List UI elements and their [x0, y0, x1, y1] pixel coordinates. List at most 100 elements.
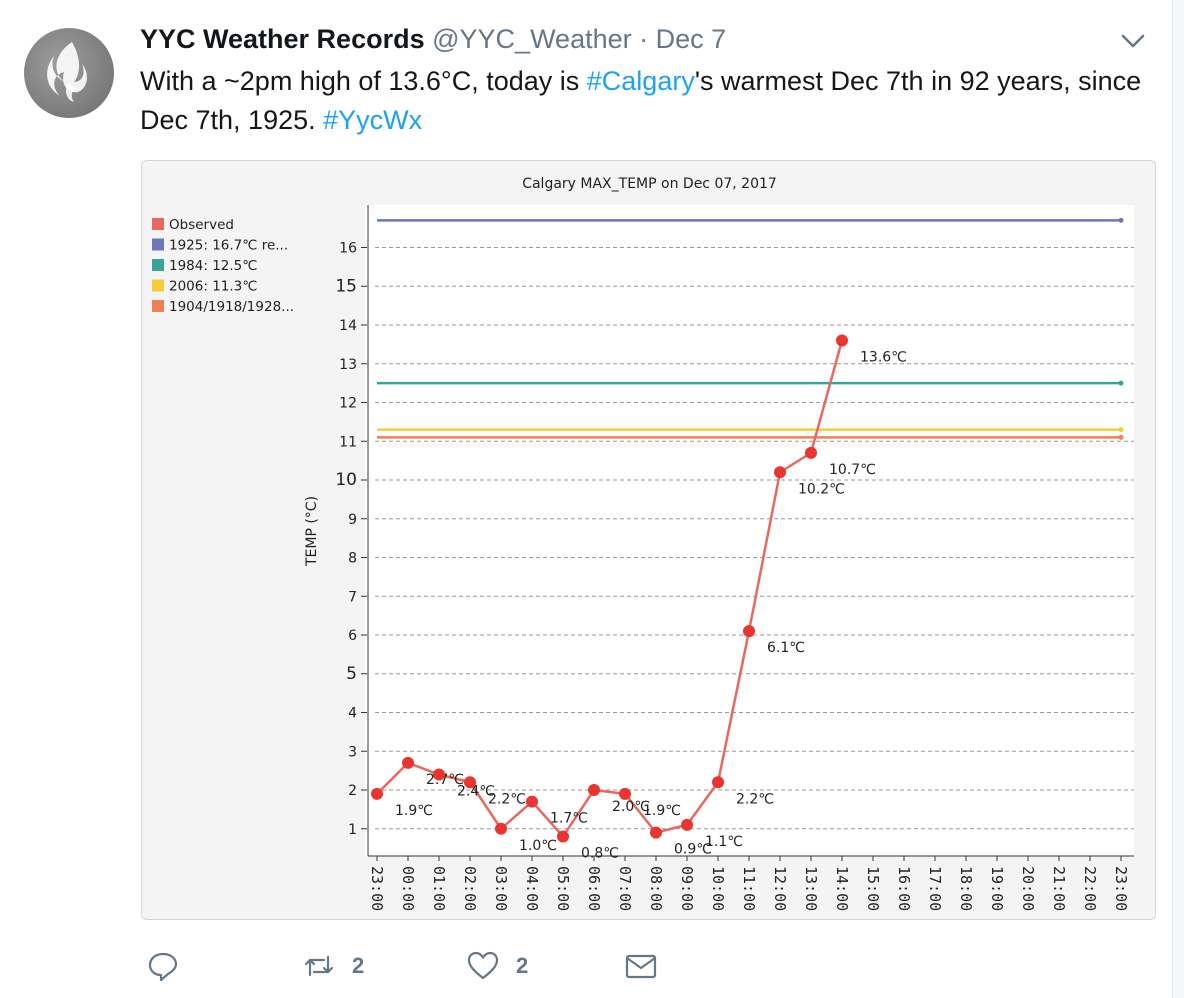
x-tick-label: 08:00 [647, 866, 665, 911]
x-tick-label: 13:00 [802, 866, 820, 911]
reference-line-end-point [1118, 434, 1124, 440]
tweet-text: With a ~2pm high of 13.6°C, today is #Ca… [140, 62, 1150, 140]
x-tick-label: 07:00 [616, 866, 634, 911]
y-tick-label: 11 [339, 434, 357, 450]
data-point [464, 776, 476, 789]
x-tick-label: 02:00 [461, 866, 479, 911]
data-label: 1.1℃ [705, 834, 743, 850]
x-tick-label: 10:00 [709, 866, 727, 911]
page-scrollbar[interactable] [1172, 0, 1184, 998]
x-tick-label: 23:00 [368, 866, 386, 911]
y-tick-label: 14 [339, 318, 357, 334]
header-separator: · [639, 24, 649, 54]
x-tick-label: 21:00 [1050, 866, 1068, 911]
data-label: 2.0℃ [612, 799, 650, 815]
avatar[interactable] [24, 28, 114, 118]
y-tick-label: 10 [335, 470, 357, 490]
data-label: 2.2℃ [488, 791, 526, 807]
x-tick-label: 00:00 [399, 866, 417, 911]
y-tick-label: 13 [339, 357, 357, 373]
y-tick-label: 1 [348, 822, 357, 838]
legend-label: 2006: 11.3℃ [169, 279, 257, 295]
data-label: 6.1℃ [767, 640, 805, 656]
data-point [681, 818, 693, 831]
data-point [743, 625, 755, 638]
author-handle[interactable]: @YYC_Weather [432, 24, 632, 54]
legend-swatch [152, 218, 164, 230]
plot-area [365, 205, 1134, 856]
data-point [526, 795, 538, 808]
legend-swatch [152, 279, 164, 292]
data-label: 1.9℃ [395, 803, 433, 819]
legend-label: 1984: 12.5℃ [169, 258, 257, 274]
x-tick-label: 12:00 [771, 866, 789, 911]
direct-message-button[interactable] [624, 946, 674, 986]
x-tick-label: 19:00 [988, 866, 1006, 911]
data-label: 2.2℃ [736, 791, 774, 807]
y-tick-label: 15 [335, 276, 357, 296]
reference-line-end-point [1118, 380, 1124, 386]
retweet-button[interactable]: 2 [302, 946, 364, 986]
x-tick-label: 23:00 [1112, 866, 1130, 911]
data-point [619, 787, 631, 800]
y-tick-label: 7 [348, 589, 357, 605]
chart-title: Calgary MAX_TEMP on Dec 07, 2017 [522, 176, 777, 192]
x-tick-label: 09:00 [678, 866, 696, 911]
x-tick-label: 15:00 [864, 866, 882, 911]
x-tick-label: 14:00 [833, 866, 851, 911]
data-point [557, 830, 569, 843]
data-point [495, 822, 507, 835]
data-label: 1.9℃ [643, 803, 681, 819]
retweet-icon [304, 955, 334, 977]
tweet-text-part: 's warmest Dec 7th in 92 years, since De… [140, 66, 1142, 135]
hashtag-link-calgary[interactable]: #Calgary [586, 66, 695, 96]
chart-image-card[interactable]: Calgary MAX_TEMP on Dec 07, 2017 1 2 3 4 5 6 7 8… [141, 160, 1156, 920]
y-tick-label: 12 [339, 396, 357, 412]
legend-label: 1904/1918/1928... [169, 299, 294, 315]
data-point [774, 466, 786, 479]
legend-swatch [152, 259, 164, 271]
data-point [712, 776, 724, 789]
data-point [836, 334, 848, 347]
legend-swatch [152, 238, 164, 251]
author-name[interactable]: YYC Weather Records [140, 24, 425, 54]
reply-button[interactable] [146, 946, 196, 986]
x-tick-label: 06:00 [585, 866, 603, 911]
y-axis-label: TEMP (°C) [304, 496, 320, 567]
reference-line-end-point [1118, 217, 1124, 223]
like-button[interactable]: 2 [466, 946, 528, 986]
y-tick-label: 8 [348, 551, 357, 567]
observed-series-line [376, 340, 844, 839]
reply-icon [148, 952, 178, 982]
data-point [433, 768, 445, 781]
data-point [805, 446, 817, 459]
y-tick-label: 4 [348, 706, 357, 722]
x-tick-label: 01:00 [430, 866, 448, 911]
heart-icon [467, 951, 499, 980]
chevron-down-icon[interactable] [1118, 26, 1148, 56]
flame-logo-icon [47, 42, 87, 102]
hashtag-link-yycwx[interactable]: #YycWx [323, 105, 423, 135]
data-point [371, 787, 383, 800]
y-tick-label: 2 [348, 783, 357, 799]
data-label: 13.6℃ [860, 350, 907, 366]
tweet-date[interactable]: Dec 7 [655, 24, 727, 54]
x-tick-label: 11:00 [740, 866, 758, 911]
x-tick-label: 22:00 [1081, 866, 1099, 911]
x-tick-label: 20:00 [1019, 866, 1037, 911]
x-tick-label: 05:00 [554, 866, 572, 911]
temperature-chart: Calgary MAX_TEMP on Dec 07, 201712345678… [152, 176, 1134, 911]
y-tick-label: 5 [346, 664, 357, 684]
y-tick-label: 16 [339, 241, 357, 257]
y-tick-label: 9 [348, 512, 357, 528]
data-label: 1.7℃ [550, 811, 588, 827]
retweet-count: 2 [352, 953, 365, 978]
tweet-text-part: With a ~2pm high of 13.6°C, today is [140, 66, 587, 96]
data-label: 1.0℃ [519, 838, 557, 854]
envelope-icon [625, 954, 657, 979]
data-point [588, 784, 600, 796]
legend-label: Observed [169, 217, 234, 233]
x-tick-label: 17:00 [926, 866, 944, 911]
tweet-actions: 2 2 [0, 946, 1184, 986]
x-tick-label: 18:00 [957, 866, 975, 911]
